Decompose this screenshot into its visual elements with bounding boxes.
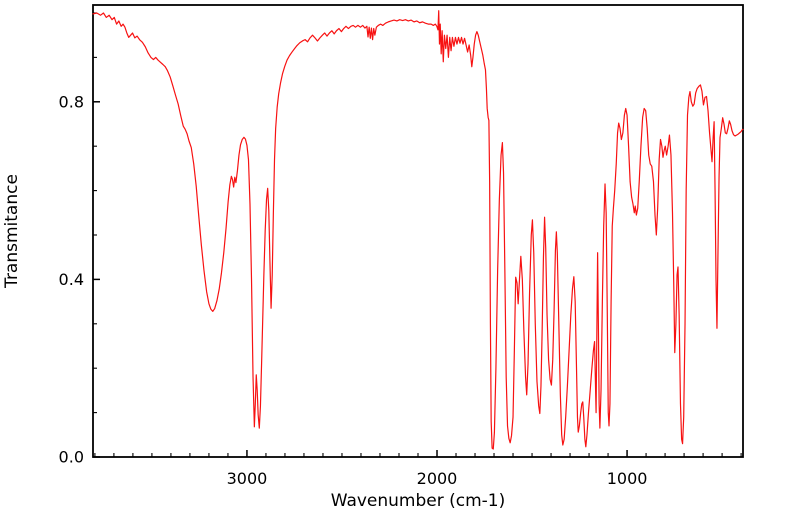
tick-labels: 3000 2000 1000 0.0 0.4 0.8: [59, 92, 648, 488]
y-tick-label: 0.8: [59, 92, 84, 111]
x-tick-label: 3000: [227, 469, 268, 488]
x-tick-label: 1000: [607, 469, 648, 488]
x-axis-label: Wavenumber (cm-1): [331, 491, 506, 511]
y-axis-label: Transmitance: [2, 174, 22, 289]
x-tick-label: 2000: [417, 469, 458, 488]
y-tick-label: 0.0: [59, 448, 84, 467]
axis-ticks: [93, 12, 742, 458]
y-tick-label: 0.4: [59, 270, 84, 289]
spectrum-line: [92, 10, 744, 450]
plot-border: [92, 4, 744, 458]
